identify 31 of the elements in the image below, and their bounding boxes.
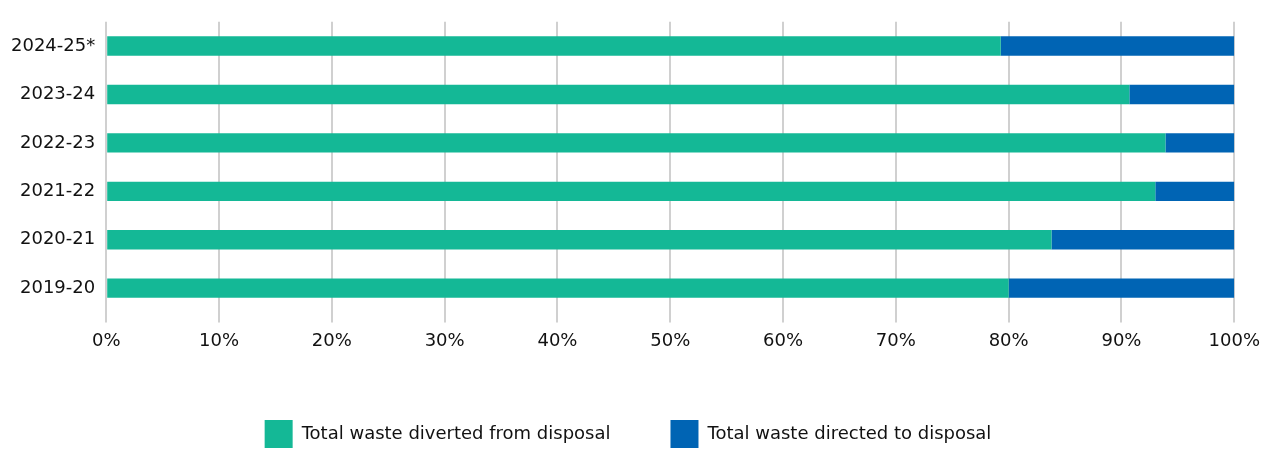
x-tick-label: 0%: [91, 328, 121, 350]
bar: [107, 133, 1166, 153]
y-tick-label: 2021-22: [19, 178, 96, 200]
x-tick-label: 60%: [763, 328, 804, 350]
x-tick-label: 20%: [311, 328, 352, 350]
y-tick-label: 2023-24: [19, 82, 96, 104]
bar: [1129, 84, 1235, 105]
x-tick-label: 30%: [424, 328, 465, 350]
bar: [107, 36, 1001, 56]
legend-label: Total waste directed to disposal: [706, 421, 992, 443]
x-tick-label: 50%: [650, 328, 691, 350]
x-tick-label: 100%: [1208, 328, 1260, 350]
bar: [107, 84, 1130, 105]
bar: [107, 230, 1052, 250]
x-tick-label: 70%: [875, 328, 916, 350]
bar: [1008, 278, 1235, 298]
y-tick-label: 2022-23: [19, 130, 96, 152]
bar: [1000, 36, 1235, 56]
bar: [1165, 133, 1235, 153]
bar: [107, 278, 1009, 298]
legend-label: Total waste diverted from disposal: [300, 421, 611, 443]
bar: [1051, 230, 1235, 250]
y-tick-label: 2019-20: [19, 275, 96, 297]
x-tick-label: 10%: [199, 328, 240, 350]
bar: [1155, 181, 1235, 201]
x-tick-label: 80%: [988, 328, 1029, 350]
x-tick-label: 90%: [1101, 328, 1142, 350]
x-tick-label: 40%: [537, 328, 578, 350]
bar: [107, 181, 1156, 201]
y-tick-label: 2020-21: [19, 227, 96, 249]
y-tick-label: 2024-25*: [10, 33, 96, 55]
